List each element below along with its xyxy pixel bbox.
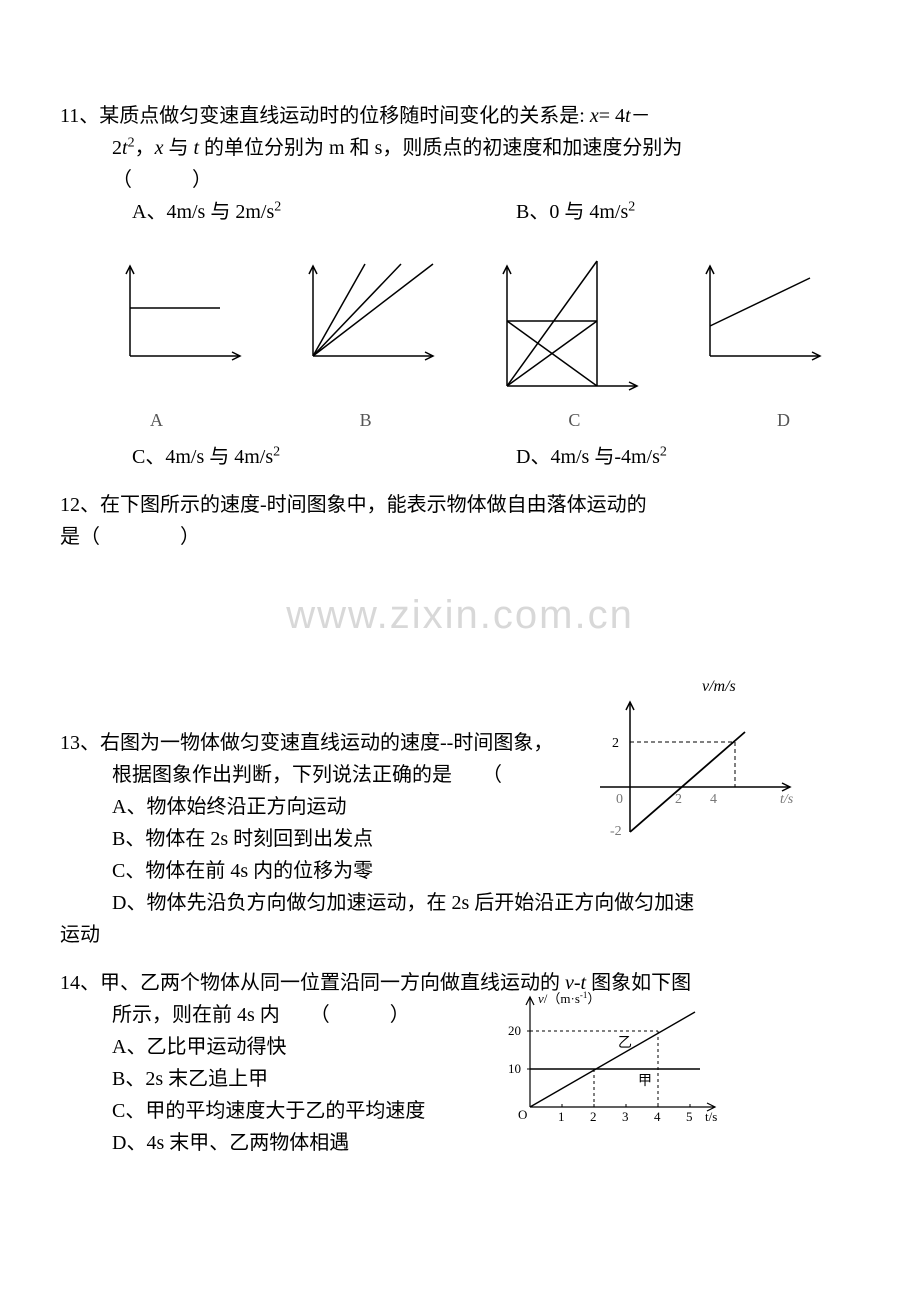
- q11-minus: －: [631, 105, 651, 127]
- q14-option-a: A、乙比甲运动得快: [60, 1031, 860, 1063]
- q14-l2: 所示，则在前 4s 内 （ ）: [60, 999, 860, 1031]
- q11-options-row2: C、4m/s 与 4m/s2 D、4m/s 与-4m/s2: [60, 441, 860, 473]
- q14-number: 14、: [60, 972, 100, 994]
- q11-option-a-text: A、4m/s 与 2m/s: [132, 201, 274, 223]
- graph-label-a: A: [150, 406, 163, 435]
- q11-sup-a: 2: [274, 199, 281, 214]
- graph-c-svg: [487, 256, 647, 406]
- svg-text:5: 5: [686, 1109, 693, 1124]
- q11-comma: ，: [135, 137, 155, 159]
- q14-y10: 10: [508, 1061, 521, 1076]
- graph-b-svg: [293, 256, 443, 376]
- q12-number: 12、: [60, 494, 100, 516]
- q11-graph-labels: A B C D: [60, 406, 860, 435]
- q14-option-d: D、4s 末甲、乙两物体相遇: [60, 1127, 860, 1159]
- q14-option-c: C、甲的平均速度大于乙的平均速度: [60, 1095, 860, 1127]
- q14-option-b: B、2s 末乙追上甲: [60, 1063, 860, 1095]
- graph-d-svg: [690, 256, 830, 376]
- q14-l1: 14、甲、乙两个物体从同一位置沿同一方向做直线运动的 v-t 图象如下图: [60, 967, 860, 999]
- q11-option-d-text: D、4m/s 与-4m/s: [516, 446, 660, 468]
- q11-option-c-text: C、4m/s 与 4m/s: [132, 446, 273, 468]
- q14-legend-jia: 甲: [638, 1074, 652, 1089]
- q12-text-1: 在下图所示的速度-时间图象中，能表示物体做自由落体运动的: [100, 494, 647, 516]
- q13-option-d: D、物体先沿负方向做匀加速运动，在 2s 后开始沿正方向做匀加速: [60, 887, 860, 919]
- q14-text-1: 甲、乙两个物体从同一位置沿同一方向做直线运动的: [100, 972, 560, 994]
- q13-xunit: t/s: [780, 792, 794, 807]
- graph-a: [110, 256, 250, 406]
- svg-text:2: 2: [590, 1109, 597, 1124]
- q14-chart: v/（m·s-1） 20 10 1 2 3 4 5 t/s O: [500, 987, 730, 1137]
- q11-options-row1: A、4m/s 与 2m/s2 B、0 与 4m/s2: [60, 196, 860, 228]
- q11-option-a: A、4m/s 与 2m/s2: [132, 196, 476, 228]
- q11-sup-b: 2: [628, 199, 635, 214]
- graph-label-c: C: [568, 406, 580, 435]
- graph-label-b: B: [360, 406, 372, 435]
- q13-zero: 0: [616, 792, 623, 807]
- watermark: www.zixin.com.cn: [60, 583, 860, 647]
- q14-y20: 20: [508, 1023, 521, 1038]
- q11-stem-line2: 2t2，x 与 t 的单位分别为 m 和 s，则质点的初速度和加速度分别为: [60, 132, 860, 164]
- q14-origin: O: [518, 1107, 527, 1122]
- question-12: 12、在下图所示的速度-时间图象中，能表示物体做自由落体运动的 是（ ）: [60, 489, 860, 553]
- q11-text-2: 的单位分别为 m 和 s，则质点的初速度和加速度分别为: [204, 137, 682, 159]
- svg-text:4: 4: [654, 1109, 661, 1124]
- question-14: v/（m·s-1） 20 10 1 2 3 4 5 t/s O: [60, 967, 860, 1159]
- q11-var-x2: x: [155, 137, 164, 159]
- q14-chart-svg: v/（m·s-1） 20 10 1 2 3 4 5 t/s O: [500, 987, 730, 1137]
- q11-coef2: 2: [112, 137, 122, 159]
- q13-xticks: 2 4: [675, 792, 717, 807]
- q11-sup-c: 2: [273, 444, 280, 459]
- q13-neg: -2: [610, 824, 622, 839]
- svg-text:3: 3: [622, 1109, 629, 1124]
- q11-option-b: B、0 与 4m/s2: [516, 196, 860, 228]
- graph-a-svg: [110, 256, 250, 376]
- question-13: v/m/s 2 2 4 t/s 0 -2 13、右图为一物体做匀变速直线运动的速…: [60, 727, 860, 951]
- graph-b: [293, 256, 443, 406]
- q11-graphs-row: [60, 256, 860, 406]
- q11-eq: = 4: [599, 105, 625, 127]
- q11-paren: （ ）: [60, 164, 860, 196]
- q11-var-t3: t: [193, 137, 199, 159]
- q11-option-b-text: B、0 与 4m/s: [516, 201, 628, 223]
- q12-line2: 是（ ）: [60, 521, 860, 553]
- q13-ylabel: v/m/s: [702, 678, 736, 695]
- q14-ylabel: v/（m·s-1）: [538, 990, 600, 1006]
- graph-c: [487, 256, 647, 406]
- q11-option-c: C、4m/s 与 4m/s2: [132, 441, 476, 473]
- q13-ytick: 2: [612, 736, 619, 751]
- q11-stem: 11、某质点做匀变速直线运动时的位移随时间变化的关系是: x= 4t－: [60, 100, 860, 132]
- q13-number: 13、: [60, 732, 100, 754]
- q11-text-1: 某质点做匀变速直线运动时的位移随时间变化的关系是:: [99, 105, 585, 127]
- q11-sup-d: 2: [660, 444, 667, 459]
- q13-chart: v/m/s 2 2 4 t/s 0 -2: [580, 677, 800, 847]
- q11-option-d: D、4m/s 与-4m/s2: [516, 441, 860, 473]
- svg-text:1: 1: [558, 1109, 565, 1124]
- q14-legend-yi: 乙: [618, 1035, 632, 1051]
- q11-number: 11、: [60, 105, 99, 127]
- q11-var-x: x: [590, 105, 599, 127]
- graph-d: [690, 256, 830, 406]
- q14-xunit: t/s: [705, 1109, 717, 1124]
- question-11: 11、某质点做匀变速直线运动时的位移随时间变化的关系是: x= 4t－ 2t2，…: [60, 100, 860, 473]
- q13-chart-svg: v/m/s 2 2 4 t/s 0 -2: [580, 677, 800, 847]
- graph-label-d: D: [777, 406, 790, 435]
- q13-option-c: C、物体在前 4s 内的位移为零: [60, 855, 860, 887]
- q11-with1: 与: [168, 137, 188, 159]
- q13-option-d2: 运动: [60, 919, 860, 951]
- q11-sq: 2: [128, 135, 135, 150]
- q13-text-1: 右图为一物体做匀变速直线运动的速度--时间图象，: [100, 732, 553, 754]
- q12-line1: 12、在下图所示的速度-时间图象中，能表示物体做自由落体运动的: [60, 489, 860, 521]
